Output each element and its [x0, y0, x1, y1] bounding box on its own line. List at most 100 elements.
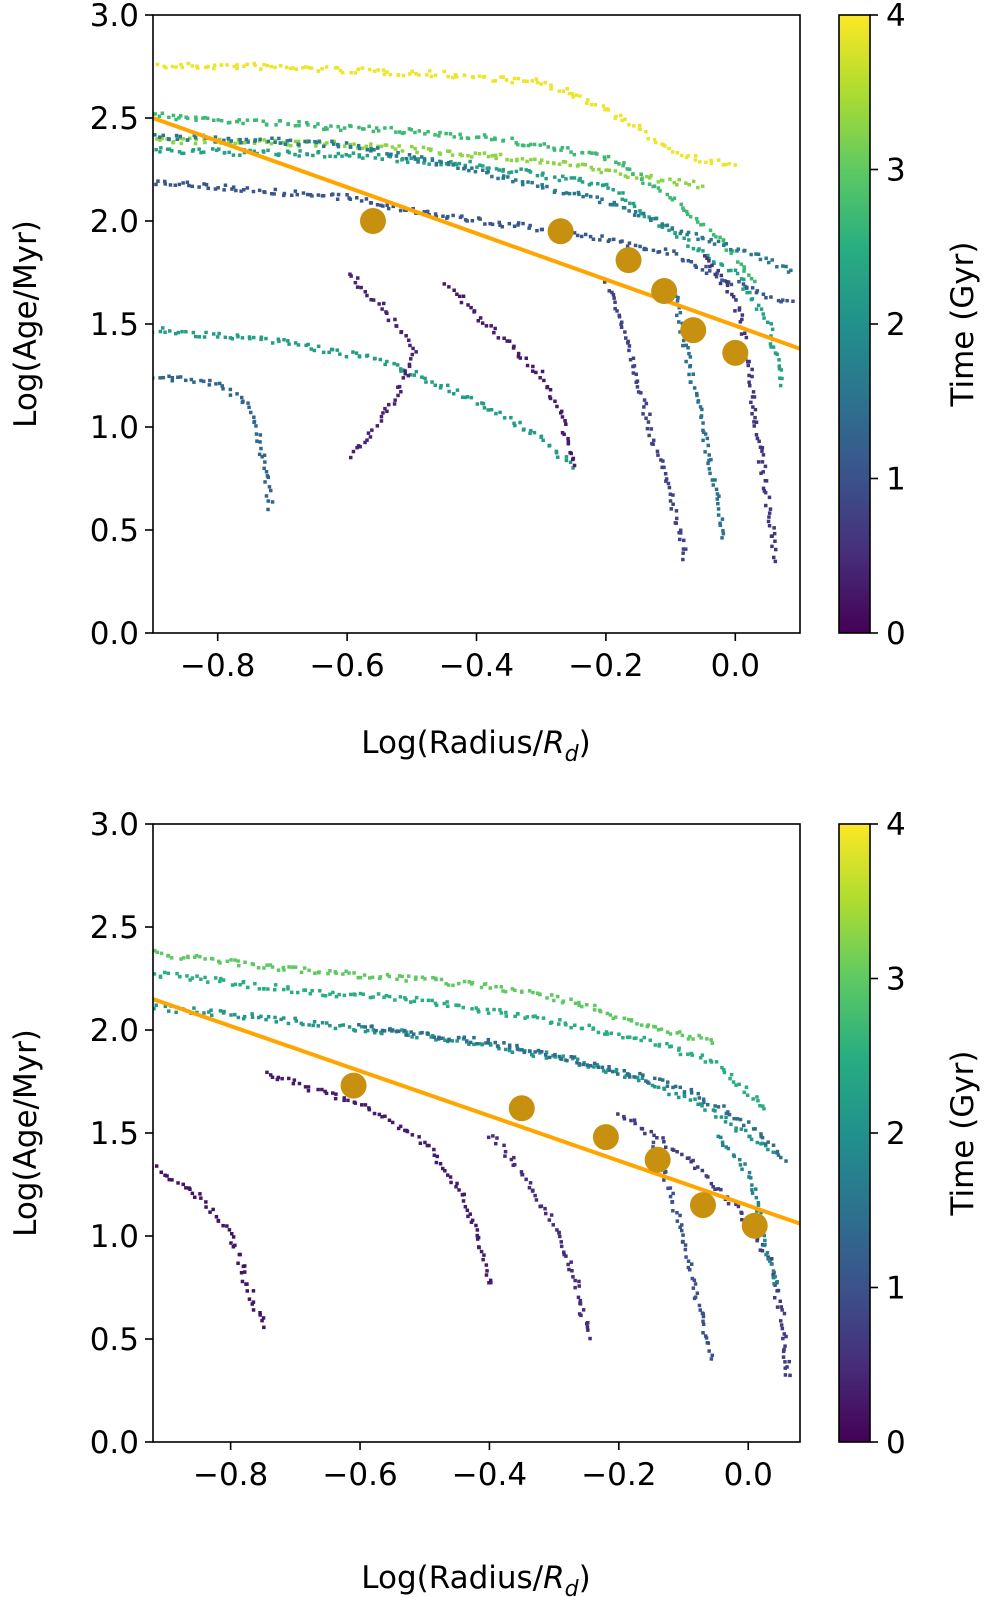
track-point	[422, 210, 426, 214]
track-point	[363, 290, 367, 294]
track-point	[540, 369, 545, 374]
track-point	[526, 180, 530, 184]
track-point	[406, 160, 410, 165]
track-point	[763, 490, 768, 495]
track-point	[227, 1228, 232, 1232]
track-point	[348, 197, 353, 201]
track-point	[448, 1175, 453, 1179]
binned-point	[741, 1212, 768, 1239]
track-point	[653, 1076, 657, 1081]
track-point	[489, 408, 494, 412]
track-point	[497, 1046, 501, 1051]
track-point	[252, 415, 256, 419]
track-point	[303, 1085, 308, 1089]
track-point	[323, 1089, 327, 1094]
track-point	[286, 122, 290, 127]
track-point	[201, 116, 205, 120]
track-point	[344, 153, 348, 157]
track-point	[462, 1035, 467, 1039]
track-point	[644, 416, 648, 420]
track-point	[236, 1261, 240, 1265]
track-point	[266, 499, 270, 503]
track-point	[762, 316, 766, 320]
track-point	[357, 1023, 361, 1027]
track-point	[735, 1117, 740, 1121]
track-point	[659, 458, 663, 462]
track-point	[710, 1353, 714, 1358]
track-point	[461, 1005, 465, 1010]
track-point	[282, 1016, 286, 1020]
track-point	[651, 442, 655, 446]
track-point	[382, 301, 386, 306]
track-point	[285, 139, 289, 143]
track-point	[473, 169, 478, 174]
track-point	[250, 1015, 255, 1019]
track-point	[400, 1028, 404, 1032]
track-point	[165, 147, 170, 151]
y-tick-label: 1.5	[90, 1116, 139, 1152]
x-tick-label: −0.4	[439, 648, 514, 684]
track-point	[766, 1140, 770, 1144]
track-point	[482, 75, 487, 79]
track-point	[304, 343, 308, 348]
track-point	[682, 1090, 687, 1094]
x-ticks-top: −0.8 −0.6 −0.4 −0.2 0.0	[180, 633, 760, 684]
x-tick-label: −0.8	[180, 648, 255, 684]
track-point	[267, 485, 272, 489]
track-point	[405, 1129, 410, 1134]
track-point	[393, 317, 397, 322]
track-point	[192, 380, 196, 384]
track-point	[526, 143, 531, 148]
track-point	[764, 1252, 768, 1257]
track-point	[206, 186, 210, 191]
track-point	[166, 971, 171, 976]
track-point	[534, 77, 539, 81]
track-point	[521, 221, 525, 226]
track-point	[155, 137, 159, 141]
track-point	[529, 428, 533, 433]
track-point	[737, 308, 742, 312]
track-point	[634, 380, 638, 384]
track-point	[513, 1014, 517, 1019]
track-point	[395, 977, 399, 981]
track-point	[384, 993, 389, 998]
track-point	[535, 991, 540, 995]
track-bottom-1	[153, 970, 766, 1111]
track-point	[412, 999, 417, 1003]
track-point	[764, 479, 769, 483]
track-point	[432, 1147, 436, 1152]
track-point	[349, 455, 353, 460]
track-point	[596, 182, 600, 186]
track-point	[312, 348, 317, 353]
track-point	[621, 1036, 625, 1040]
track-point	[552, 998, 556, 1003]
track-point	[713, 1187, 717, 1191]
track-point	[639, 172, 643, 176]
track-point	[678, 528, 683, 532]
track-point	[748, 383, 752, 388]
track-point	[756, 303, 761, 308]
track-point	[473, 151, 478, 155]
track-point	[767, 511, 772, 515]
track-point	[585, 1063, 589, 1067]
track-point	[501, 176, 505, 180]
track-point	[261, 1316, 266, 1320]
track-point	[577, 1284, 581, 1288]
track-point	[752, 420, 756, 424]
track-point	[710, 1041, 714, 1045]
track-point	[401, 376, 406, 380]
track-point	[382, 995, 386, 1000]
track-point	[423, 977, 427, 981]
track-point	[223, 335, 228, 340]
track-point	[394, 324, 399, 328]
track-point	[686, 346, 690, 350]
track-point	[492, 330, 496, 335]
track-point	[739, 277, 744, 281]
track-point	[327, 350, 331, 355]
track-point	[564, 422, 568, 426]
track-point	[680, 1223, 684, 1227]
track-point	[685, 232, 689, 237]
track-point	[647, 433, 651, 438]
track-point	[199, 378, 203, 383]
track-point	[238, 1252, 242, 1257]
